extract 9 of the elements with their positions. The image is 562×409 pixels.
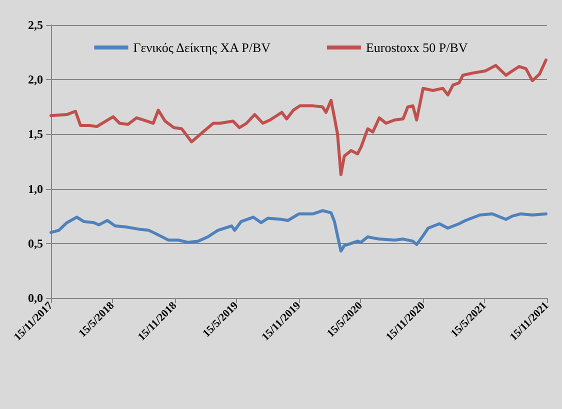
legend-label: Eurostoxx 50 P/BV	[366, 40, 468, 55]
y-tick-label: 2,5	[28, 18, 43, 32]
line-series	[50, 58, 548, 176]
y-tick-label: 2,0	[28, 72, 43, 87]
y-tick-label: 1,5	[28, 127, 43, 142]
legend-label: Γενικός Δείκτης ΧΑ P/BV	[133, 40, 272, 55]
y-tick-label: 1,0	[28, 182, 43, 196]
y-tick-label: 0,5	[28, 236, 43, 250]
line-series	[50, 209, 548, 253]
